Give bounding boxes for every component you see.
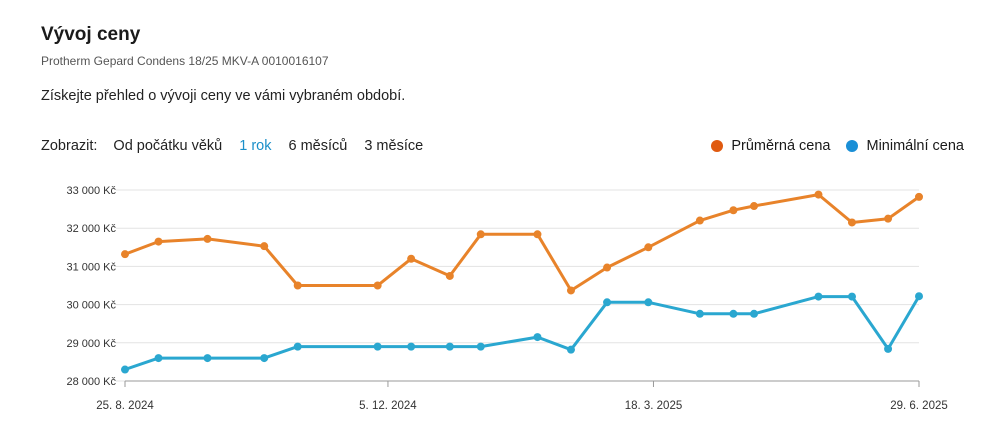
x-tick-label: 18. 3. 2025 [625, 400, 683, 412]
minimum-price-point [884, 344, 893, 353]
minimum-price-point [915, 292, 923, 301]
minimum-price-point [644, 298, 653, 307]
y-tick-label: 33 000 Kč [66, 185, 116, 197]
minimum-price-point [566, 345, 575, 354]
x-tick-label: 5. 12. 2024 [359, 400, 417, 412]
average-price-point [814, 190, 823, 199]
legend-item-minimum[interactable]: Minimální cena [846, 138, 964, 154]
page-title: Vývoj ceny [41, 24, 141, 45]
product-name: Protherm Gepard Condens 18/25 MKV-A 0010… [41, 54, 329, 68]
y-tick-label: 30 000 Kč [66, 300, 116, 312]
average-price-point [729, 206, 738, 215]
minimum-price-point [729, 309, 738, 318]
minimum-price-point [260, 354, 269, 363]
average-price-point [695, 216, 704, 225]
y-tick-label: 31 000 Kč [66, 261, 116, 273]
minimum-price-point [445, 342, 454, 351]
period-option-1-year[interactable]: 1 rok [239, 138, 272, 154]
period-option-6-months[interactable]: 6 měsíců [288, 138, 348, 154]
minimum-price-point [750, 309, 759, 318]
x-tick-label: 25. 8. 2024 [96, 400, 154, 412]
average-price-point [847, 218, 856, 227]
description: Získejte přehled o vývoji ceny ve vámi v… [41, 88, 406, 104]
average-price-point [603, 263, 612, 272]
period-option-3-months[interactable]: 3 měsíce [364, 138, 424, 154]
average-price-point [566, 286, 575, 295]
average-price-point [915, 192, 923, 201]
y-tick-label: 28 000 Kč [66, 376, 116, 388]
average-price-point [884, 214, 893, 223]
average-price-line [124, 193, 920, 292]
period-option-all[interactable]: Od počátku věků [113, 138, 223, 154]
period-selector: Zobrazit: Od počátku věků 1 rok 6 měsíců… [41, 138, 440, 154]
average-price-point [445, 271, 454, 280]
legend-dot-minimum [846, 140, 859, 152]
minimum-price-point [814, 292, 823, 301]
average-price-point [373, 281, 382, 290]
minimum-price-point [847, 292, 856, 301]
minimum-price-point [476, 342, 485, 351]
legend-dot-average [711, 140, 724, 152]
minimum-price-point [603, 298, 612, 307]
minimum-price-point [695, 309, 704, 318]
average-price-point [121, 250, 129, 259]
average-price-point [260, 242, 269, 251]
x-tick-label: 29. 6. 2025 [890, 400, 948, 412]
minimum-price-point [121, 365, 129, 374]
legend-item-average[interactable]: Průměrná cena [711, 138, 830, 154]
y-tick-label: 29 000 Kč [66, 338, 116, 350]
average-price-point [644, 243, 653, 252]
average-price-point [203, 234, 212, 243]
period-label: Zobrazit: [41, 138, 98, 154]
minimum-price-point [154, 354, 163, 363]
average-price-point [750, 202, 759, 211]
average-price-point [407, 254, 416, 263]
minimum-price-point [407, 342, 416, 351]
y-tick-label: 32 000 Kč [66, 223, 116, 235]
average-price-point [533, 230, 542, 239]
chart-legend: Průměrná cena Minimální cena [695, 138, 964, 154]
minimum-price-line [124, 295, 921, 371]
minimum-price-point [533, 333, 542, 342]
average-price-point [154, 237, 163, 246]
legend-label-average: Průměrná cena [731, 138, 831, 154]
minimum-price-point [293, 342, 302, 351]
average-price-point [293, 281, 302, 290]
legend-label-minimum: Minimální cena [866, 138, 964, 154]
minimum-price-point [373, 342, 382, 351]
minimum-price-point [203, 354, 212, 363]
average-price-point [476, 230, 485, 239]
